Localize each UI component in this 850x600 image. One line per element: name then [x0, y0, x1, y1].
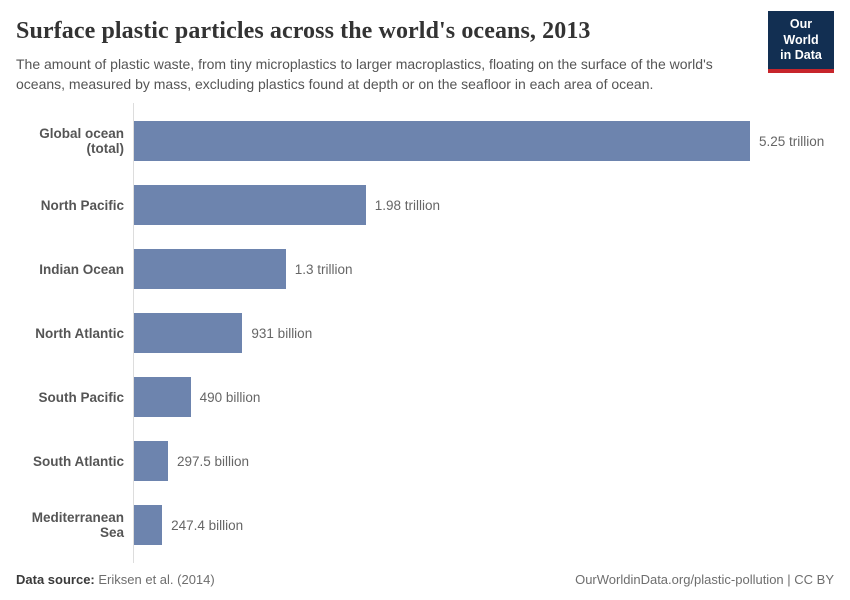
bar[interactable] [133, 249, 286, 290]
bar-track: 931 billion [133, 313, 834, 354]
owid-logo[interactable]: Our World in Data [768, 11, 834, 73]
bar-track: 1.98 trillion [133, 185, 834, 226]
attribution-link[interactable]: OurWorldinData.org/plastic-pollution | C… [575, 572, 834, 587]
y-axis-line [133, 103, 134, 564]
category-label: North Atlantic [35, 325, 124, 341]
value-label: 297.5 billion [176, 453, 250, 469]
bar[interactable] [133, 441, 168, 482]
chart-row: Mediterranean Sea 247.4 billion [16, 493, 834, 557]
owid-logo-red-strip [768, 68, 834, 73]
bar-track: 247.4 billion [133, 505, 834, 546]
bar-track: 490 billion [133, 377, 834, 418]
data-source: Data source: Eriksen et al. (2014) [16, 572, 215, 587]
chart-row: South Atlantic 297.5 billion [16, 429, 834, 493]
chart-footer: Data source: Eriksen et al. (2014) OurWo… [16, 572, 834, 587]
value-label: 5.25 trillion [759, 133, 825, 149]
chart-subtitle: The amount of plastic waste, from tiny m… [16, 56, 713, 93]
bar[interactable] [133, 121, 750, 162]
category-label: South Atlantic [33, 453, 124, 469]
owid-logo-line1: Our World [783, 17, 819, 47]
chart-row: Indian Ocean 1.3 trillion [16, 237, 834, 301]
bar-track: 1.3 trillion [133, 249, 834, 290]
value-label: 1.3 trillion [294, 261, 353, 277]
chart-rows: Global ocean (total) 5.25 trillion North… [16, 103, 834, 564]
chart-header: Surface plastic particles across the wor… [16, 11, 834, 94]
owid-logo-line2: in Data [780, 48, 822, 63]
chart-row: Global ocean (total) 5.25 trillion [16, 109, 834, 173]
bar[interactable] [133, 377, 191, 418]
category-label: South Pacific [38, 389, 124, 405]
category-label: Indian Ocean [39, 261, 124, 277]
data-source-label: Data source: [16, 572, 95, 587]
chart-row: North Pacific 1.98 trillion [16, 173, 834, 237]
bar-track: 297.5 billion [133, 441, 834, 482]
category-label: Global ocean (total) [39, 126, 124, 157]
page-title: Surface plastic particles across the wor… [16, 18, 591, 44]
bar-track: 5.25 trillion [133, 121, 834, 162]
bar[interactable] [133, 505, 163, 546]
value-label: 1.98 trillion [374, 197, 440, 213]
bar[interactable] [133, 313, 243, 354]
value-label: 931 billion [251, 325, 313, 341]
bar[interactable] [133, 185, 366, 226]
category-label: Mediterranean Sea [31, 510, 124, 541]
owid-logo-box: Our World in Data [768, 11, 834, 69]
value-label: 490 billion [199, 389, 261, 405]
data-source-value: Eriksen et al. (2014) [98, 572, 215, 587]
bar-chart: Global ocean (total) 5.25 trillion North… [16, 103, 834, 564]
chart-row: North Atlantic 931 billion [16, 301, 834, 365]
chart-row: South Pacific 490 billion [16, 365, 834, 429]
category-label: North Pacific [40, 197, 124, 213]
value-label: 247.4 billion [171, 517, 244, 533]
